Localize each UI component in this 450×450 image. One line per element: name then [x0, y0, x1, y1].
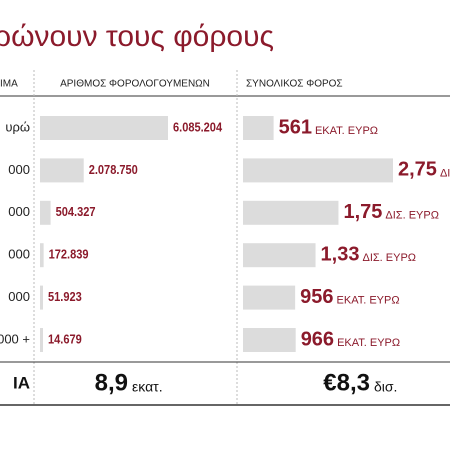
count-label: 6.085.204 [173, 120, 222, 135]
tax-label: 1,75 [343, 201, 382, 223]
row-label: 000 [8, 289, 30, 304]
count-bar [40, 200, 51, 225]
tax-label: 2,75 [398, 159, 437, 181]
row-label: 000 + [0, 331, 30, 346]
total-count-unit: εκατ. [132, 379, 163, 395]
tax-label: 1,33 [321, 243, 360, 265]
count-bar [40, 328, 43, 352]
tax-label: 561 [279, 116, 312, 138]
count-label: 2.078.750 [89, 162, 138, 177]
tax-bar [243, 285, 296, 310]
count-bar [40, 285, 43, 310]
count-bar [40, 243, 44, 268]
row-label: 000 [8, 247, 30, 262]
total-tax: €8,3 [323, 369, 370, 396]
row-label: υρώ [5, 119, 30, 134]
tax-unit: ΕΚΑΤ. ΕΥΡΩ [315, 125, 378, 137]
tax-label: 966 [301, 328, 334, 350]
tax-unit: ΔΙΣ. ΕΥΡΩ [362, 252, 416, 264]
count-label: 14.679 [48, 332, 82, 347]
header: ΙΜΑ [0, 79, 18, 90]
row-label: 000 [8, 204, 30, 219]
count-label: 504.327 [56, 204, 96, 219]
total-label: ΙΑ [13, 373, 30, 392]
tax-bar [243, 200, 339, 225]
total-count: 8,9 [95, 369, 128, 396]
header: ΣΥΝΟΛΙΚΟΣ ΦΟΡΟΣ [246, 79, 343, 90]
tax-bar [243, 158, 393, 183]
count-label: 172.839 [49, 247, 89, 262]
tax-bar [243, 328, 296, 352]
tax-bar [243, 243, 316, 268]
count-bar [40, 158, 84, 183]
tax-bar [243, 116, 274, 140]
title: ρώνουν τους φόρους [0, 20, 274, 53]
count-bar [40, 116, 168, 140]
total-tax-unit: δισ. [374, 379, 397, 395]
row-label: 000 [8, 162, 30, 177]
tax-unit: ΕΚΑΤ. ΕΥΡΩ [337, 337, 400, 349]
count-label: 51.923 [48, 289, 82, 304]
tax-unit: ΕΚΑΤ. ΕΥΡΩ [337, 295, 400, 307]
header: ΑΡΙΘΜΟΣ ΦΟΡΟΛΟΓΟΥΜΕΝΩΝ [60, 79, 210, 90]
tax-label: 956 [300, 286, 333, 308]
tax-unit: ΔΙ [440, 167, 450, 179]
tax-unit: ΔΙΣ. ΕΥΡΩ [385, 210, 439, 222]
